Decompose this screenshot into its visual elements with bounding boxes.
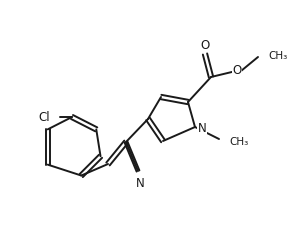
- Text: Cl: Cl: [38, 111, 50, 124]
- Text: CH₃: CH₃: [229, 136, 248, 146]
- Text: N: N: [198, 121, 207, 134]
- Text: CH₃: CH₃: [268, 51, 287, 61]
- Text: N: N: [136, 176, 144, 189]
- Text: O: O: [232, 64, 242, 77]
- Text: O: O: [200, 39, 209, 52]
